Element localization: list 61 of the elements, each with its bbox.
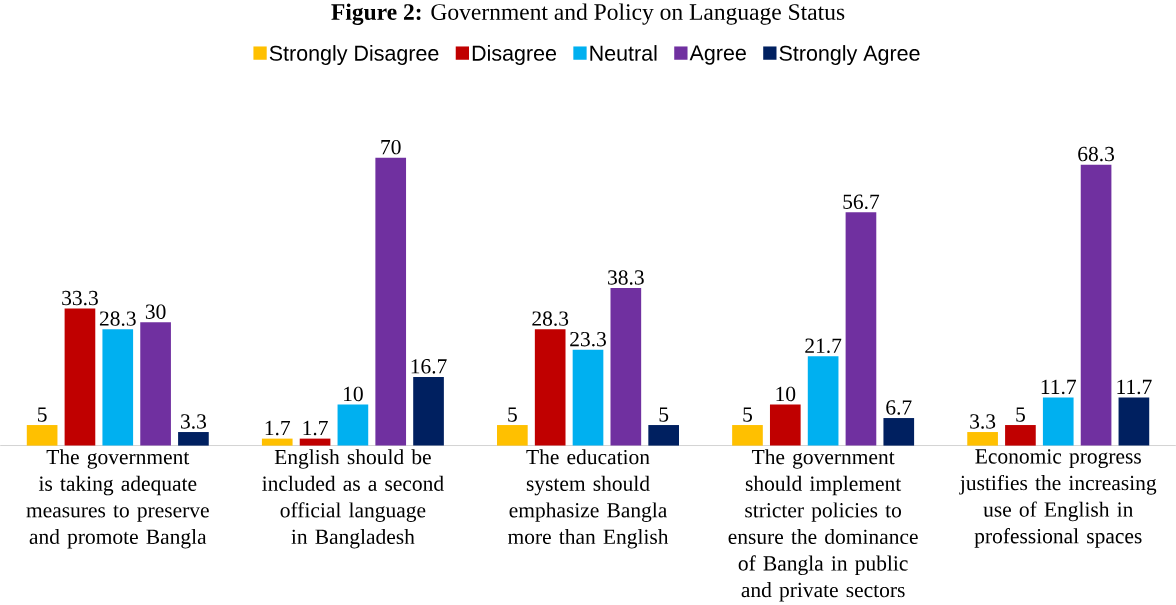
bar [1080,164,1112,446]
data-label: 16.7 [411,359,447,374]
data-label: 10 [776,386,796,402]
bar [337,404,369,446]
x-tick-label: English should be included as a second official language in Bangladesh [262,449,444,549]
data-label: 70 [381,139,401,155]
data-label: 68.3 [1078,146,1115,162]
data-label: 3.3 [181,414,206,429]
data-label: 33.3 [62,290,98,306]
bar [1005,425,1036,446]
x-tick-label: Economic progress justifies the increasing use of English in professional spaces [959,449,1157,548]
data-label: 21.7 [805,338,842,354]
bar [883,418,915,446]
data-label: 5 [743,407,752,422]
bar [375,157,407,446]
data-label: 10 [344,386,363,402]
bar [26,425,58,446]
data-label: 23.3 [570,331,606,347]
bar [534,329,566,446]
legend-label: Agree [689,45,746,65]
bar [1118,397,1150,446]
bar [497,425,528,446]
legend-label: Neutral [590,45,657,61]
bar [102,329,134,446]
x-tick-label: The education system should emphasize Bangla more than English [507,449,669,549]
bar [178,432,209,446]
data-label: 38.3 [608,270,644,285]
bar [732,425,763,446]
bar [967,432,998,446]
data-label: 28.3 [532,311,569,326]
bar [299,438,331,446]
data-label: 3.3 [970,414,996,429]
data-label: 5 [508,407,517,422]
legend-label: Strongly Agree [779,45,920,66]
data-label: 30 [145,304,166,319]
bar [610,288,642,446]
data-label: 56.7 [843,194,880,210]
legend-label: Strongly Disagree [269,45,439,66]
x-tick-label: The government should implement stricter policies to ensure the dominance of Bangla in public and private sectors [728,449,918,602]
bar [261,438,293,446]
data-label: 5 [38,407,47,422]
bar [648,425,679,446]
bar [572,349,604,446]
bar [807,356,839,446]
legend-label: Disagree [472,45,557,66]
data-label: 1.7 [303,420,328,436]
data-label: 11.7 [1117,379,1152,395]
bar [769,404,801,446]
bar [64,308,96,446]
bar [1042,397,1074,446]
data-label: 11.7 [1041,379,1077,395]
data-label: 6.7 [886,400,912,415]
data-label: 5 [659,407,669,422]
data-label: 5 [1016,407,1025,422]
x-tick-label: The government is taking adequate measures to preserve and promote Bangla [26,449,209,549]
bar [413,376,444,446]
data-label: 1.7 [265,420,291,436]
bar [140,322,171,446]
data-label: 28.3 [99,311,136,326]
bar [845,212,877,446]
chart-title: Figure 2: Government and Policy on Language Status [331,3,845,25]
